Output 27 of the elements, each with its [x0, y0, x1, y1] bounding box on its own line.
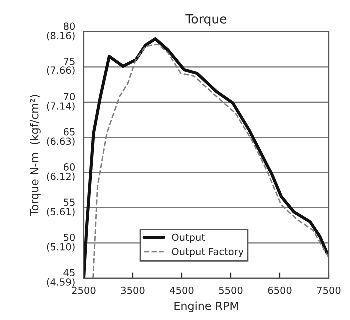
y2-tick-label: (4.59)	[47, 278, 75, 288]
y-tick-label: 65	[64, 128, 75, 136]
y-tick-label: 60	[64, 164, 76, 171]
y2-tick-label: (5.61)	[47, 208, 75, 217]
x-tick-label: 6500	[268, 286, 292, 294]
x-tick-label: 2500	[72, 286, 96, 294]
y2-tick-label: (8.16)	[47, 32, 75, 41]
x-axis-title: Engine RPM	[174, 302, 238, 312]
y-tick-label: 50	[64, 234, 76, 242]
y-tick-label: 55	[64, 198, 75, 206]
legend-label: Output	[172, 234, 206, 244]
chart-title: Torque	[186, 14, 227, 26]
y-tick-label: 75	[64, 58, 75, 66]
y2-tick-label: (5.10)	[47, 243, 75, 252]
y2-tick-label: (6.12)	[47, 172, 75, 182]
y2-tick-label: (7.14)	[47, 102, 75, 112]
y-tick-label: 80	[64, 22, 76, 30]
y2-tick-label: (7.66)	[47, 66, 75, 76]
x-tick-label: 3500	[121, 286, 145, 294]
x-tick-label: 7500	[317, 286, 341, 294]
y-tick-label: 70	[64, 93, 76, 101]
y-tick-label: 45	[64, 269, 75, 277]
x-tick-label: 4500	[170, 286, 194, 294]
y2-tick-label: (6.63)	[47, 138, 75, 146]
legend-label: Output Factory	[172, 248, 244, 258]
x-tick-label: 5500	[219, 286, 243, 294]
y2-axis-title: Torque N-m (kgf/cm²)	[30, 95, 41, 216]
